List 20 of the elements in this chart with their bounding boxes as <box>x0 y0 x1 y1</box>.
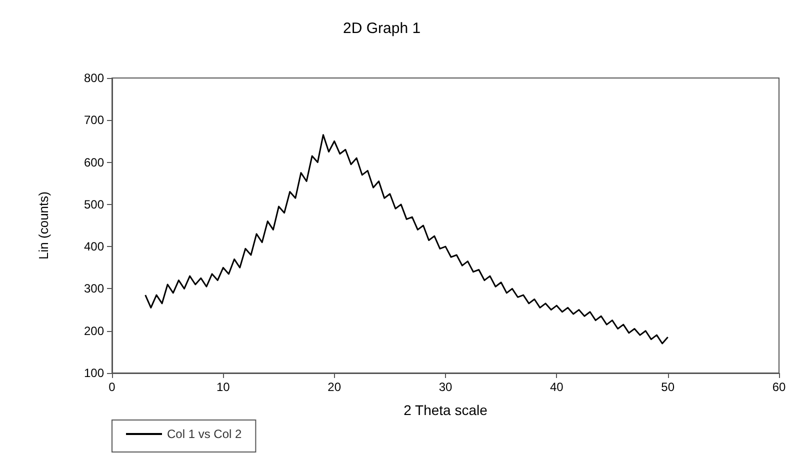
x-tick-label: 10 <box>216 380 230 394</box>
line-series <box>144 134 669 344</box>
y-tick-label: 500 <box>84 197 104 212</box>
x-tick-label: 30 <box>438 380 452 394</box>
x-tick-label: 50 <box>661 380 675 394</box>
legend-label: Col 1 vs Col 2 <box>167 427 242 441</box>
y-tick-label: 700 <box>84 113 104 128</box>
y-axis-title: Lin (counts) <box>36 192 51 260</box>
x-tick-label: 60 <box>772 380 786 394</box>
x-tick-label: 20 <box>328 380 342 394</box>
y-tick-label: 300 <box>84 282 104 296</box>
y-tick-label: 600 <box>84 155 104 170</box>
x-tick-label: 0 <box>108 380 116 394</box>
x-axis-title: 2 Theta scale <box>404 402 488 418</box>
chart-title: 2D Graph 1 <box>343 20 421 37</box>
x-tick-label: 40 <box>550 380 564 394</box>
y-tick-label: 800 <box>84 71 104 85</box>
y-tick-label: 100 <box>84 366 104 380</box>
y-tick-label: 400 <box>84 240 104 254</box>
y-tick-label: 200 <box>84 324 104 338</box>
